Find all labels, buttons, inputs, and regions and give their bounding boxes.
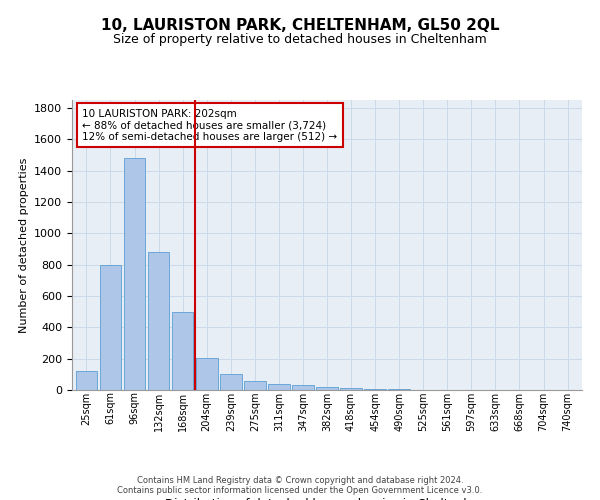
Bar [292, 386, 314, 390]
Y-axis label: Number of detached properties: Number of detached properties [19, 158, 29, 332]
Text: 10 LAURISTON PARK: 202sqm
← 88% of detached houses are smaller (3,724)
12% of se: 10 LAURISTON PARK: 202sqm ← 88% of detac… [82, 108, 337, 142]
Text: Contains HM Land Registry data © Crown copyright and database right 2024.
Contai: Contains HM Land Registry data © Crown c… [118, 476, 482, 495]
Bar [364, 388, 386, 390]
Bar [76, 371, 97, 390]
Bar [172, 312, 193, 390]
Text: 10, LAURISTON PARK, CHELTENHAM, GL50 2QL: 10, LAURISTON PARK, CHELTENHAM, GL50 2QL [101, 18, 499, 32]
Bar [388, 389, 410, 390]
Text: Size of property relative to detached houses in Cheltenham: Size of property relative to detached ho… [113, 32, 487, 46]
Bar [340, 388, 362, 390]
X-axis label: Distribution of detached houses by size in Cheltenham: Distribution of detached houses by size … [165, 498, 489, 500]
Bar [220, 374, 242, 390]
Bar [196, 358, 218, 390]
Bar [100, 264, 121, 390]
Bar [148, 252, 169, 390]
Bar [244, 380, 266, 390]
Bar [268, 384, 290, 390]
Bar [124, 158, 145, 390]
Bar [316, 387, 338, 390]
